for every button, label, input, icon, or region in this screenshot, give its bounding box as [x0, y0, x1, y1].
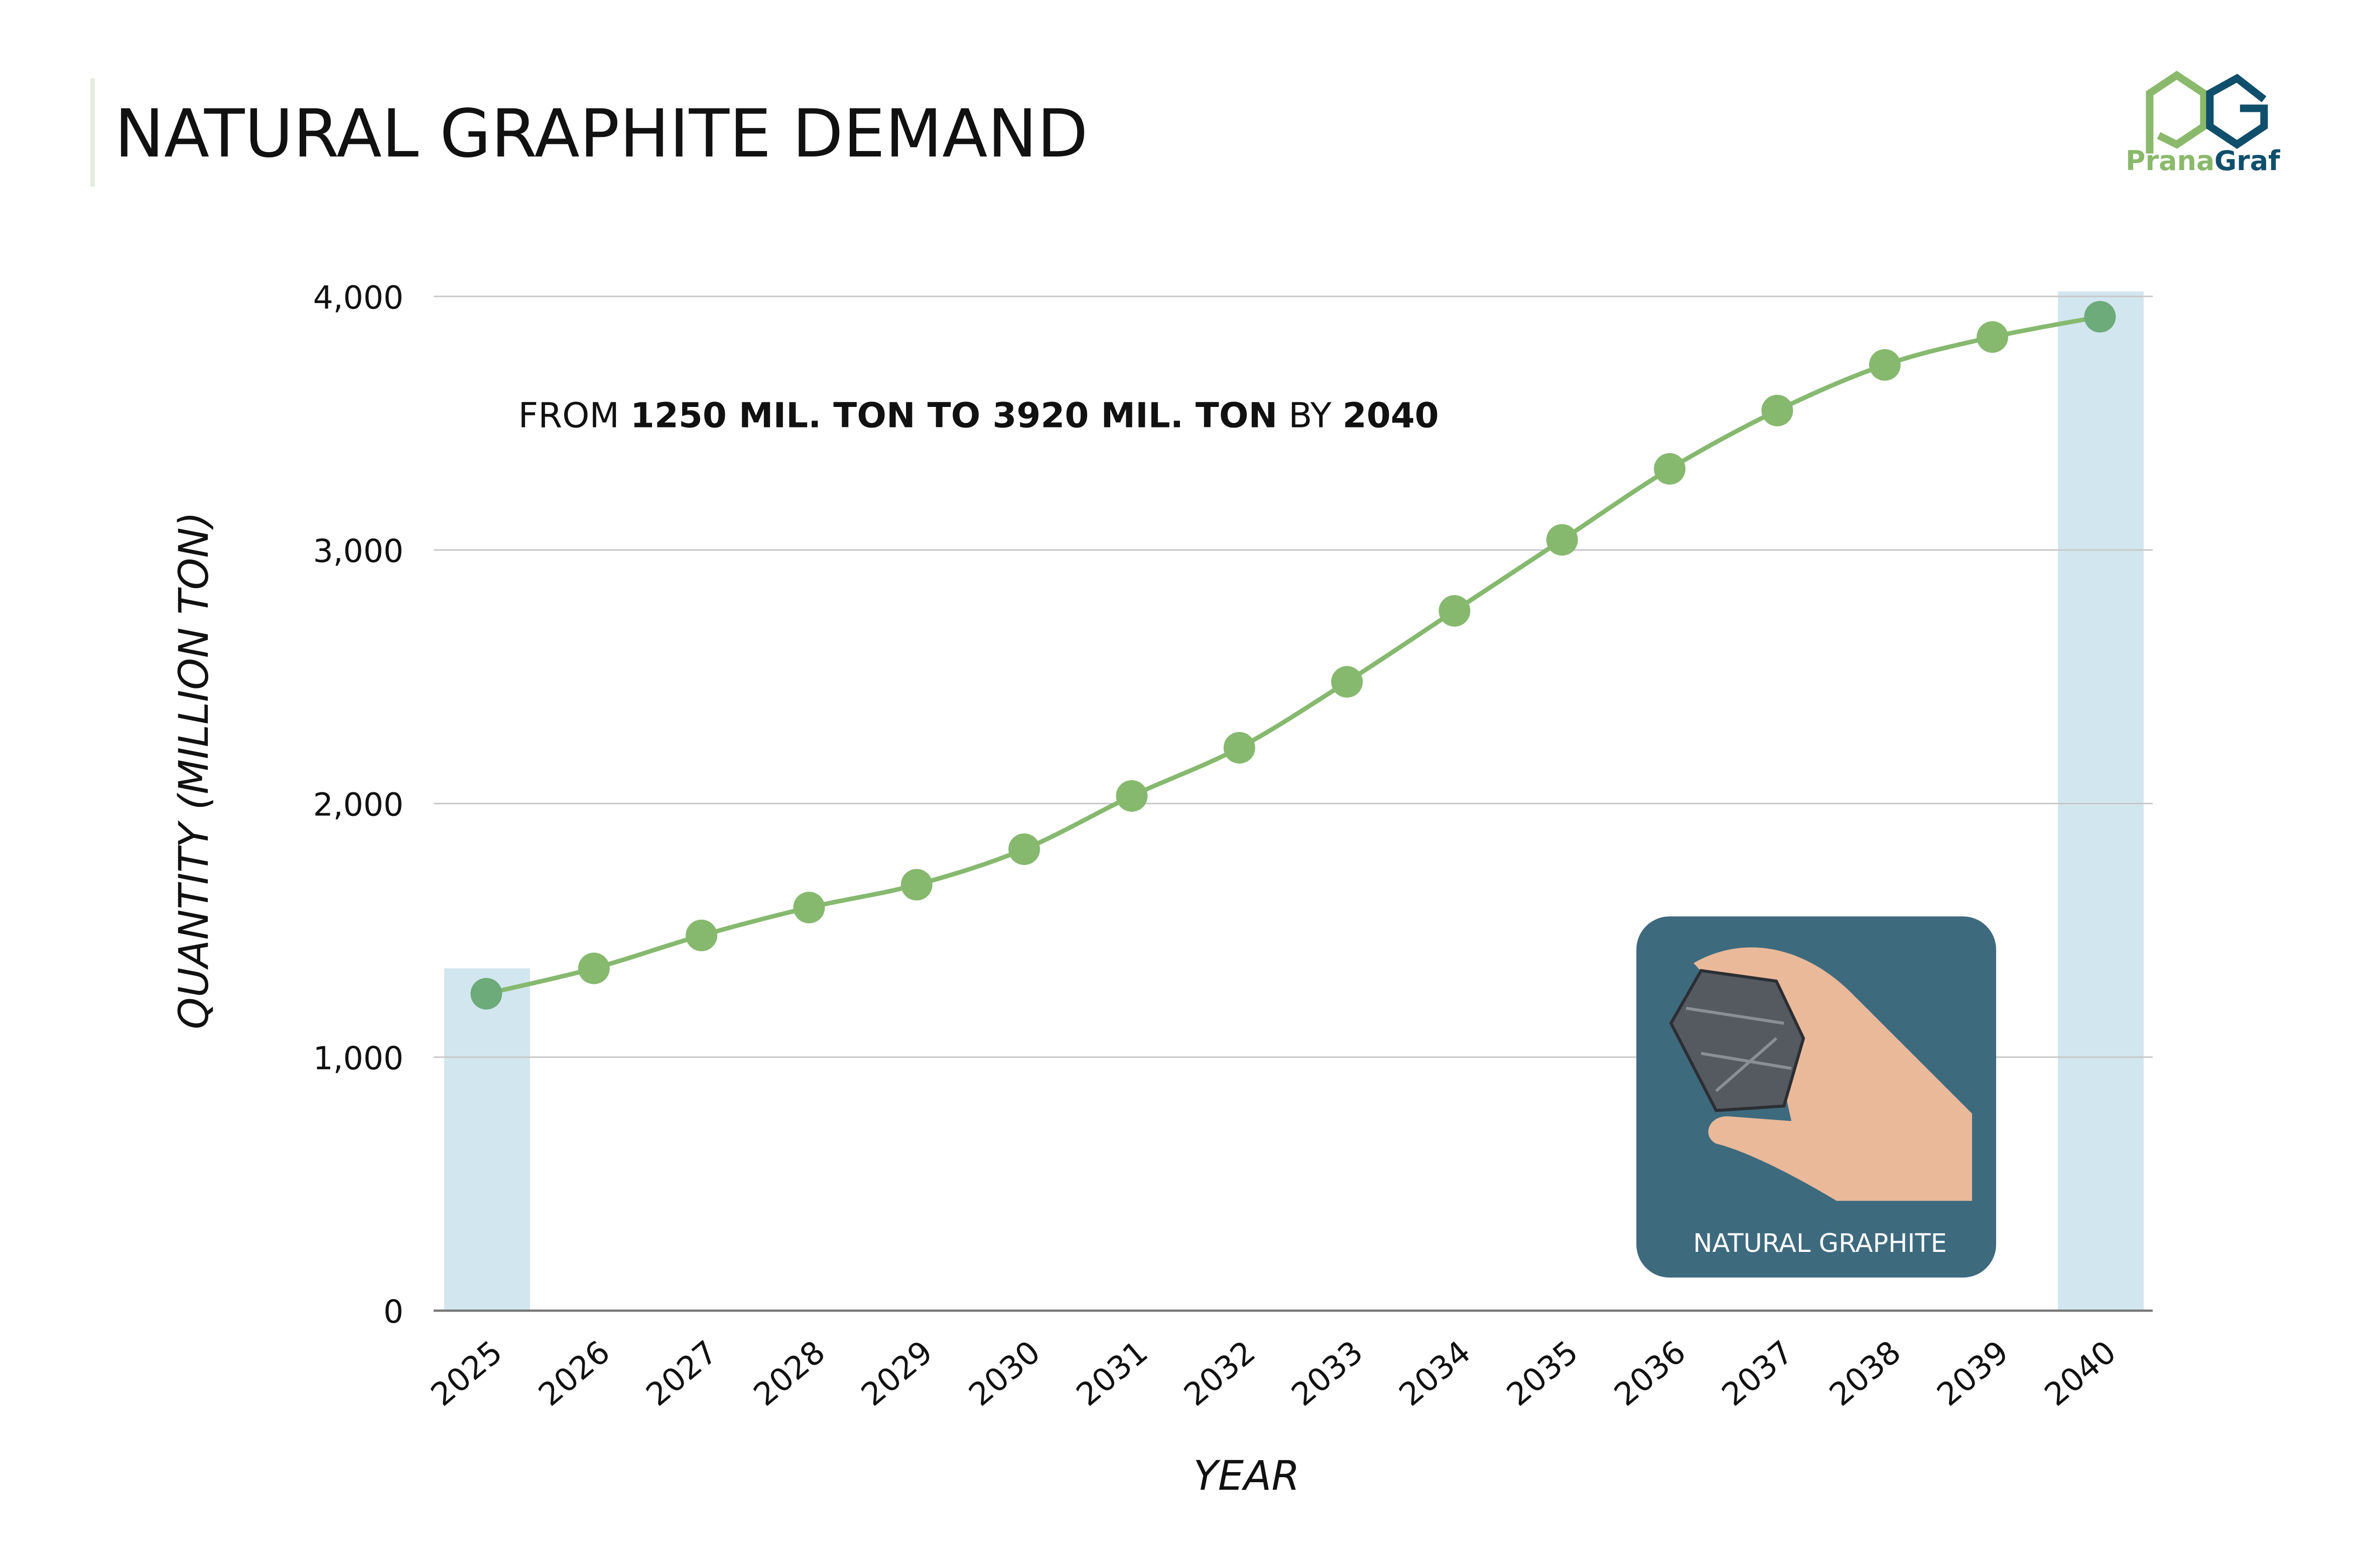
x-tick-label: 2032	[1177, 1334, 1262, 1413]
y-tick-label: 2,000	[313, 786, 404, 823]
data-point-2031	[1116, 780, 1148, 812]
y-tick-label: 0	[383, 1294, 404, 1330]
data-point-2025	[470, 978, 502, 1010]
logo-text-prana: Prana	[2126, 145, 2214, 177]
data-point-2036	[1654, 453, 1686, 485]
x-tick-label: 2038	[1822, 1334, 1908, 1413]
data-point-2028	[793, 892, 825, 924]
x-tick-label: 2028	[747, 1334, 832, 1413]
annotation-text: FROM 1250 MIL. TON TO 3920 MIL. TON BY 2…	[518, 396, 1439, 436]
logo-text-graf: Graf	[2214, 145, 2280, 177]
data-point-2030	[1008, 833, 1040, 865]
logo: Prana Graf	[2126, 70, 2280, 177]
x-tick-label: 2033	[1285, 1334, 1370, 1413]
data-point-2040	[2084, 301, 2116, 333]
y-tick-label: 1,000	[313, 1040, 404, 1077]
x-axis-label: YEAR	[1193, 1453, 1299, 1500]
y-tick-label: 4,000	[313, 279, 404, 316]
x-tick-label: 2034	[1392, 1334, 1478, 1413]
x-tick-label: 2035	[1500, 1334, 1585, 1413]
data-point-2039	[1977, 321, 2009, 353]
series-line	[485, 314, 2101, 996]
data-point-2026	[578, 952, 610, 984]
photo-label: NATURAL GRAPHITE	[1693, 1229, 1946, 1258]
data-point-2037	[1761, 394, 1793, 426]
y-tick-label: 3,000	[313, 533, 404, 569]
x-tick-label: 2031	[1070, 1334, 1155, 1413]
x-tick-label: 2040	[2038, 1334, 2123, 1413]
x-tick-label: 2025	[424, 1334, 509, 1413]
x-tick-label: 2039	[1930, 1334, 2016, 1413]
natural-graphite-photo: NATURAL GRAPHITE	[1636, 916, 1996, 1278]
x-tick-label: 2036	[1608, 1334, 1693, 1413]
y-axis-label: QUANTITY (MILLION TON)	[171, 512, 218, 1030]
highlight-bar-2040	[2057, 291, 2144, 1311]
title-accent-bar	[90, 78, 95, 187]
x-tick-label: 2037	[1715, 1334, 1800, 1413]
x-tick-label: 2026	[532, 1334, 617, 1413]
data-point-2034	[1439, 595, 1471, 627]
x-tick-label: 2029	[854, 1334, 940, 1413]
data-point-2029	[900, 869, 933, 901]
data-point-2027	[686, 919, 718, 951]
data-point-2033	[1331, 666, 1363, 698]
x-tick-label: 2027	[639, 1334, 725, 1413]
x-tick-label: 2030	[962, 1334, 1048, 1413]
data-point-2035	[1546, 524, 1578, 556]
highlight-bar-2025	[444, 968, 530, 1311]
data-point-2038	[1869, 349, 1901, 381]
chart-title: NATURAL GRAPHITE DEMAND	[114, 96, 1088, 173]
data-point-2032	[1223, 732, 1255, 764]
